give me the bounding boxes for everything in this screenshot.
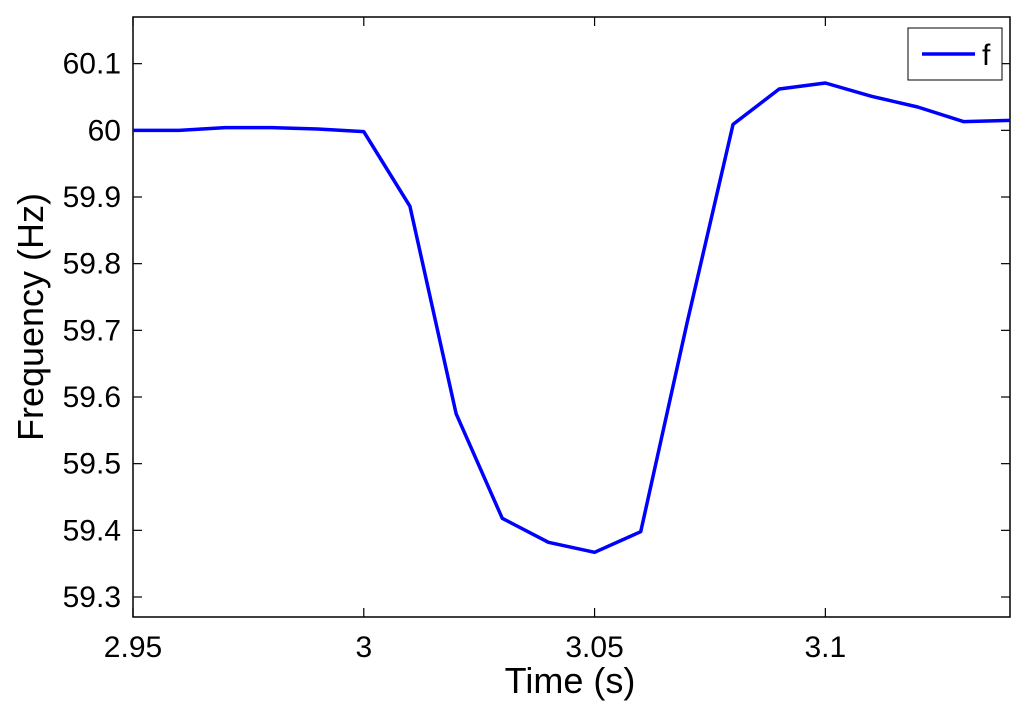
y-tick-label: 59.9 xyxy=(63,181,121,214)
x-tick-label: 3.05 xyxy=(565,631,623,664)
y-axis-ticks: 59.3 59.4 59.5 59.6 59.7 59.8 59.9 60 60.1 xyxy=(63,48,1010,614)
legend: f xyxy=(907,27,1003,81)
y-tick-label: 59.6 xyxy=(63,381,121,414)
y-tick-label: 59.8 xyxy=(63,248,121,281)
series-line-f xyxy=(133,81,1011,555)
y-tick-label: 59.5 xyxy=(63,448,121,481)
y-tick-label: 59.7 xyxy=(63,314,121,347)
y-tick-label: 60.1 xyxy=(63,48,121,81)
x-tick-label: 2.95 xyxy=(104,631,162,664)
y-axis-title: Frequency (Hz) xyxy=(10,193,51,441)
x-tick-label: 3 xyxy=(355,631,372,664)
y-tick-label: 59.4 xyxy=(63,514,121,547)
y-tick-label: 59.3 xyxy=(63,581,121,614)
x-tick-label: 3.1 xyxy=(805,631,847,664)
y-tick-label: 60 xyxy=(88,114,121,147)
x-axis-ticks: 2.95 3 3.05 3.1 xyxy=(104,17,846,664)
x-axis-title: Time (s) xyxy=(505,660,636,701)
legend-label: f xyxy=(982,39,991,72)
plot-area xyxy=(132,16,1011,618)
